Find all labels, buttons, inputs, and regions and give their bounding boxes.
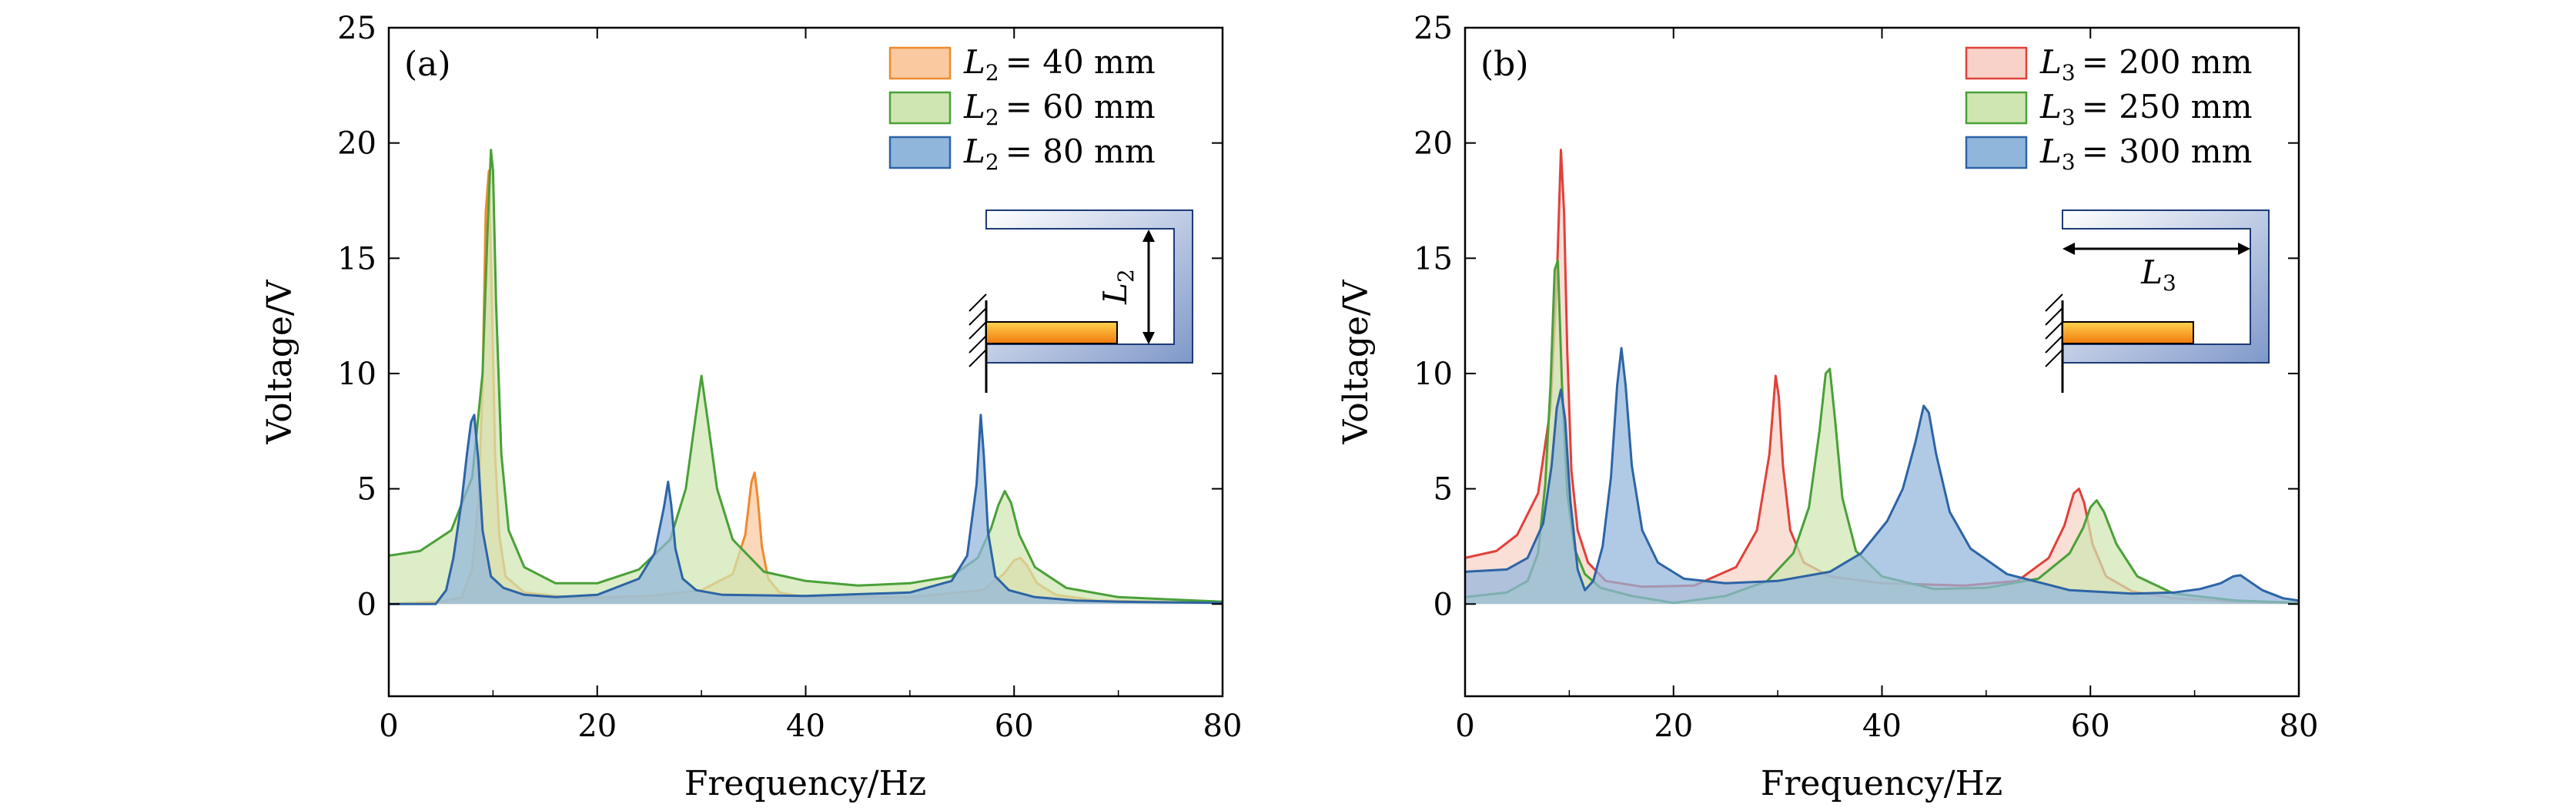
panel-label: (a) xyxy=(404,45,451,84)
y-tick-label: 0 xyxy=(1434,587,1453,622)
series-line-3 xyxy=(1465,347,2299,602)
dimension-arrow xyxy=(2062,243,2250,255)
legend-label-3: L3 = 300 mm xyxy=(2039,132,2252,175)
legend-label-2: L2 = 60 mm xyxy=(963,88,1156,130)
x-tick-label: 80 xyxy=(2280,709,2319,744)
clamp-hatch xyxy=(2045,293,2063,367)
chart-panel-a: 0 20 40 60 80 0 5 10 15 20 25 (a) Frequency/Hz Vol… xyxy=(260,11,1242,803)
legend-swatch-3 xyxy=(1965,136,2028,169)
x-tick-label: 60 xyxy=(2071,709,2110,744)
piezo-beam xyxy=(985,321,1118,344)
y-tick-label: 20 xyxy=(1413,126,1453,162)
series-area-3 xyxy=(1465,348,2299,605)
y-tick-label: 10 xyxy=(337,357,376,392)
x-axis-label: Frequency/Hz xyxy=(1761,764,2002,803)
clamp-hatch xyxy=(969,293,987,367)
axis-ticks: 0 20 40 60 80 0 5 10 15 20 25 xyxy=(337,11,1242,744)
y-tick-label: 20 xyxy=(337,126,376,162)
y-tick-label: 0 xyxy=(357,587,376,622)
inset-dimension-label: L2 xyxy=(1096,269,1139,305)
x-tick-label: 0 xyxy=(379,709,398,744)
y-tick-label: 5 xyxy=(357,472,376,508)
x-tick-label: 0 xyxy=(1455,709,1474,744)
series-area-1 xyxy=(389,170,1223,605)
x-axis-label: Frequency/Hz xyxy=(684,764,926,803)
legend-swatch-1 xyxy=(1965,46,2028,80)
x-tick-label: 60 xyxy=(995,709,1034,744)
y-axis-label: Voltage/V xyxy=(260,279,299,444)
series-line-1 xyxy=(389,169,1223,605)
dimension-arrow xyxy=(1142,230,1155,344)
series-area-3 xyxy=(389,414,1223,605)
chart-panel-b: 0 20 40 60 80 0 5 10 15 20 25 (b) Frequency/Hz Vol… xyxy=(1337,11,2318,803)
y-tick-label: 25 xyxy=(337,11,376,46)
series-areas xyxy=(389,149,1223,605)
series-line-3 xyxy=(389,414,1223,605)
legend-label-1: L3 = 200 mm xyxy=(2039,43,2252,85)
y-tick-label: 5 xyxy=(1434,472,1453,508)
legend-swatch-2 xyxy=(1965,91,2028,125)
inset-diagram: L3 xyxy=(2045,209,2270,393)
inset-diagram: L2 xyxy=(969,209,1193,393)
legend-swatch-1 xyxy=(888,46,952,80)
y-tick-label: 15 xyxy=(337,241,376,276)
series-line-2 xyxy=(389,149,1223,603)
y-axis-label: Voltage/V xyxy=(1337,279,1376,444)
series-area-2 xyxy=(1465,260,2299,605)
axis-ticks: 0 20 40 60 80 0 5 10 15 20 25 xyxy=(1413,11,2318,744)
y-tick-label: 15 xyxy=(1413,241,1453,276)
legend-label-2: L3 = 250 mm xyxy=(2039,88,2252,130)
x-tick-label: 40 xyxy=(786,709,825,744)
y-tick-label: 10 xyxy=(1413,357,1453,392)
legend-swatch-2 xyxy=(888,91,952,125)
x-tick-label: 40 xyxy=(1862,709,1902,744)
series-areas xyxy=(1465,149,2299,605)
x-tick-label: 20 xyxy=(577,709,617,744)
inset-dimension-label: L3 xyxy=(2140,253,2176,296)
legend-swatch-3 xyxy=(888,136,952,169)
legend-label-1: L2 = 40 mm xyxy=(963,43,1156,85)
panel-label: (b) xyxy=(1480,45,1529,84)
x-tick-label: 80 xyxy=(1203,709,1243,744)
x-tick-label: 20 xyxy=(1654,709,1693,744)
legend-label-3: L2 = 80 mm xyxy=(963,132,1156,175)
y-tick-label: 25 xyxy=(1413,11,1453,46)
piezo-beam xyxy=(2062,321,2194,344)
series-line-2 xyxy=(1465,259,2299,605)
series-line-1 xyxy=(1465,149,2299,605)
